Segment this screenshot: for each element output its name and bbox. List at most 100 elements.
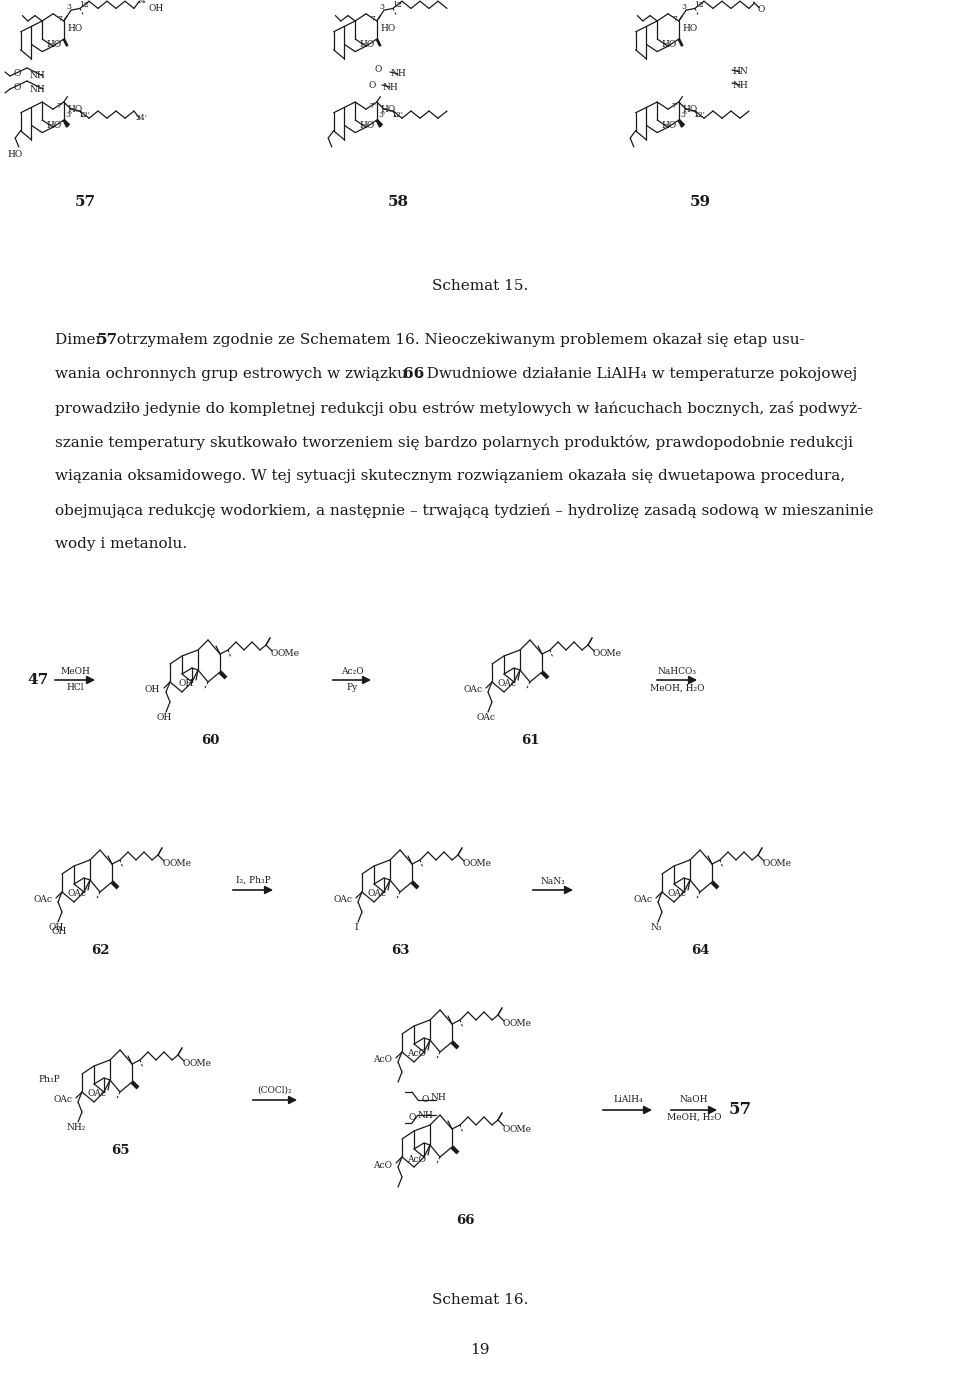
Text: AcO: AcO [373,1161,392,1169]
Text: AcO: AcO [407,1154,426,1164]
Text: OMe: OMe [600,649,622,659]
Text: 7: 7 [371,15,375,24]
Text: O: O [463,859,469,869]
Text: NH: NH [29,84,45,94]
Text: 12': 12' [693,111,705,119]
Text: NaN₃: NaN₃ [540,877,565,887]
Text: NH₂: NH₂ [66,1124,85,1132]
Text: 66: 66 [403,367,424,381]
Text: 12: 12 [79,1,88,8]
Text: Schemat 15.: Schemat 15. [432,280,528,293]
Text: OAc: OAc [53,1096,72,1104]
Text: OAc: OAc [497,680,516,688]
Text: HO: HO [8,149,23,159]
Text: HO: HO [683,24,698,33]
Text: HO: HO [661,120,677,130]
Text: O: O [408,1114,416,1122]
Text: NaHCO₃: NaHCO₃ [658,667,697,677]
Text: OH: OH [52,927,67,937]
Text: 58: 58 [388,195,409,209]
Text: 12: 12 [694,1,704,8]
Text: O: O [182,1060,190,1068]
Text: NH: NH [418,1110,433,1120]
Text: AcO: AcO [407,1049,426,1059]
Text: OMe: OMe [510,1124,532,1133]
Text: NaOH: NaOH [680,1096,708,1104]
Text: HCl: HCl [66,684,84,692]
Text: O: O [592,649,600,659]
Text: O: O [271,649,277,659]
Text: O: O [762,859,770,869]
Text: wania ochronnych grup estrowych w związku: wania ochronnych grup estrowych w związk… [55,367,412,381]
Text: NH: NH [732,80,748,90]
Text: Dimer: Dimer [55,334,108,347]
Text: prowadziło jedynie do kompletnej redukcji obu estrów metylowych w łańcuchach boc: prowadziło jedynie do kompletnej redukcj… [55,401,862,417]
Text: OAc: OAc [67,890,86,898]
Text: OAc: OAc [476,714,495,722]
Text: 7': 7' [370,101,376,109]
Text: OAc: OAc [87,1089,106,1099]
Text: wiązania oksamidowego. W tej sytuacji skutecznym rozwiązaniem okazała się dwueta: wiązania oksamidowego. W tej sytuacji sk… [55,469,845,483]
Text: HO: HO [67,24,83,33]
Text: 19: 19 [470,1342,490,1356]
Text: 60: 60 [201,734,219,746]
Text: HO: HO [67,105,83,113]
Text: O: O [369,80,375,90]
Text: O: O [374,65,382,75]
Text: 24': 24' [135,115,147,122]
Text: OH: OH [156,714,172,722]
Text: O: O [502,1020,510,1028]
Text: 7': 7' [672,101,679,109]
Text: OMe: OMe [470,859,492,869]
Text: 62: 62 [91,944,109,956]
Text: (COCl)₂: (COCl)₂ [257,1085,292,1095]
Text: MeOH: MeOH [60,667,90,677]
Text: OAc: OAc [33,895,52,905]
Text: 3': 3' [378,111,386,119]
Text: OAc: OAc [463,685,482,695]
Text: 63: 63 [391,944,409,956]
Text: 7: 7 [58,15,62,24]
Text: OH: OH [48,923,63,933]
Text: otrzymałem zgodnie ze Schematem 16. Nieoczekiwanym problemem okazał się etap usu: otrzymałem zgodnie ze Schematem 16. Nieo… [112,334,804,347]
Text: OH: OH [145,685,160,695]
Text: obejmująca redukcję wodorkiem, a następnie – trwającą tydzień – hydrolizę zasadą: obejmująca redukcję wodorkiem, a następn… [55,502,874,518]
Text: OMe: OMe [190,1060,212,1068]
Text: OMe: OMe [510,1020,532,1028]
Text: HO: HO [661,40,677,48]
Text: HO: HO [380,105,396,113]
Text: HO: HO [683,105,698,113]
Text: 66: 66 [456,1214,474,1226]
Text: OH: OH [179,680,194,688]
Text: Ac₂O: Ac₂O [341,667,363,677]
Text: 3': 3' [65,111,73,119]
Text: Ph₃P: Ph₃P [38,1075,60,1085]
Text: O: O [421,1096,429,1104]
Text: OMe: OMe [770,859,792,869]
Text: 12': 12' [78,111,89,119]
Text: HO: HO [360,120,375,130]
Text: OAc: OAc [367,890,386,898]
Text: 64: 64 [691,944,709,956]
Text: 3': 3' [681,111,687,119]
Text: O: O [13,83,21,91]
Text: O: O [162,859,170,869]
Text: Schemat 16.: Schemat 16. [432,1293,528,1306]
Text: HN: HN [732,68,748,76]
Text: 57: 57 [729,1102,752,1118]
Text: OAc: OAc [333,895,352,905]
Text: 3: 3 [66,3,72,11]
Text: 61: 61 [520,734,540,746]
Text: 59: 59 [689,195,710,209]
Text: HO: HO [47,120,62,130]
Text: NH: NH [382,83,397,91]
Text: HO: HO [47,40,62,48]
Text: LiAlH₄: LiAlH₄ [613,1096,643,1104]
Text: OMe: OMe [278,649,300,659]
Text: szanie temperatury skutkowało tworzeniem się bardzo polarnych produktów, prawdop: szanie temperatury skutkowało tworzeniem… [55,435,853,450]
Text: OAc: OAc [633,895,652,905]
Text: Py: Py [347,684,358,692]
Text: 7: 7 [673,15,678,24]
Text: N₃: N₃ [650,923,661,933]
Text: 47: 47 [28,673,49,686]
